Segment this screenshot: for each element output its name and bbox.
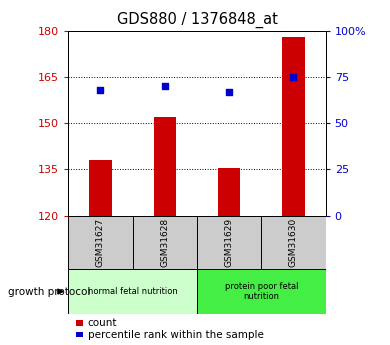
Point	[98, 87, 104, 93]
Text: percentile rank within the sample: percentile rank within the sample	[88, 330, 264, 339]
Text: GSM31627: GSM31627	[96, 218, 105, 267]
Point	[226, 89, 232, 95]
Text: GSM31628: GSM31628	[160, 218, 169, 267]
Bar	[89, 160, 112, 216]
Bar	[197, 216, 261, 269]
Bar	[154, 117, 176, 216]
Text: normal fetal nutrition: normal fetal nutrition	[88, 287, 177, 296]
Text: GSM31629: GSM31629	[225, 218, 234, 267]
Text: growth protocol: growth protocol	[8, 287, 90, 296]
Text: GSM31630: GSM31630	[289, 218, 298, 267]
Bar	[133, 216, 197, 269]
Bar	[197, 269, 326, 314]
Bar	[68, 269, 197, 314]
Bar	[68, 216, 133, 269]
Bar	[218, 168, 240, 216]
Point	[161, 84, 168, 89]
Point	[290, 75, 296, 80]
Text: count: count	[88, 318, 117, 328]
Text: GDS880 / 1376848_at: GDS880 / 1376848_at	[117, 12, 277, 28]
Text: protein poor fetal
nutrition: protein poor fetal nutrition	[225, 282, 298, 301]
Bar	[261, 216, 326, 269]
Bar	[282, 37, 305, 216]
